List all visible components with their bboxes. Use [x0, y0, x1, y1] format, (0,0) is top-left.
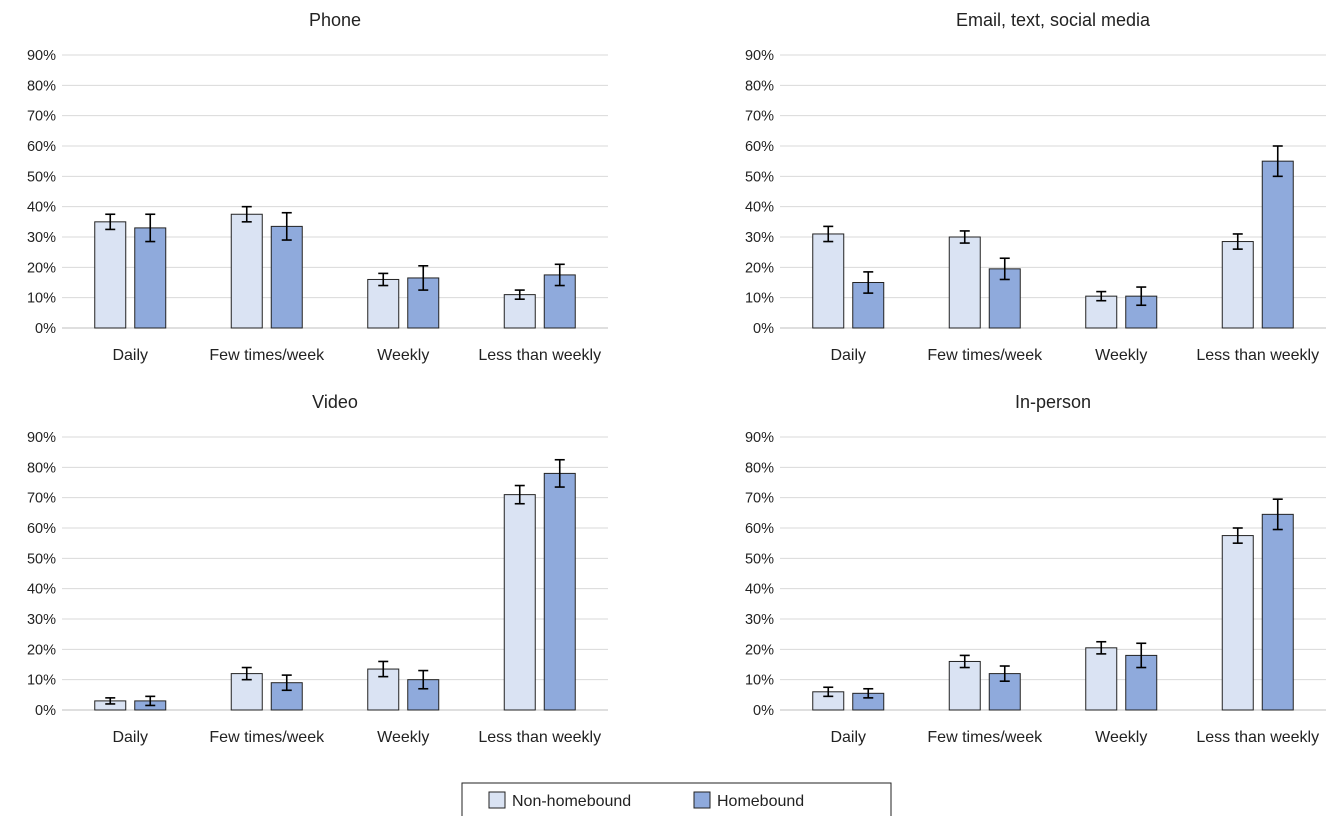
y-tick-label: 80%: [745, 460, 774, 476]
y-tick-label: 20%: [745, 260, 774, 276]
x-category-label: Less than weekly: [1196, 347, 1319, 364]
bar-non-homebound: [948, 660, 981, 711]
x-category-label: Less than weekly: [478, 347, 601, 364]
x-category-label: Few times/week: [209, 347, 325, 364]
y-tick-label: 60%: [745, 139, 774, 155]
legend-label-non-homebound: Non-homebound: [512, 793, 631, 810]
y-tick-label: 60%: [27, 139, 56, 155]
y-tick-label: 50%: [27, 169, 56, 185]
x-category-label: Less than weekly: [1196, 729, 1319, 746]
bar-homebound: [1261, 160, 1294, 329]
y-tick-label: 60%: [27, 521, 56, 537]
x-category-label: Daily: [830, 347, 866, 364]
y-tick-label: 10%: [745, 673, 774, 689]
chart-panel-phone: 0% 10% 20% 30% 40% 50% 60% 70% 80% 90% Phone Daily F…: [27, 10, 608, 364]
y-tick-label: 10%: [745, 291, 774, 307]
x-category-label: Daily: [112, 729, 148, 746]
chart-title: Video: [312, 392, 358, 412]
chart-title: Email, text, social media: [956, 10, 1151, 30]
y-tick-label: 10%: [27, 673, 56, 689]
y-tick-label: 0%: [35, 321, 56, 337]
x-category-label: Few times/week: [927, 729, 1043, 746]
y-tick-label: 30%: [745, 230, 774, 246]
legend: Non-homebound Homebound: [461, 782, 892, 816]
bar-non-homebound: [230, 213, 263, 329]
y-tick-label: 80%: [27, 78, 56, 94]
y-tick-label: 90%: [27, 430, 56, 446]
y-tick-label: 40%: [745, 582, 774, 598]
y-tick-label: 70%: [27, 491, 56, 507]
y-tick-label: 10%: [27, 291, 56, 307]
y-tick-label: 20%: [27, 260, 56, 276]
y-tick-label: 30%: [27, 612, 56, 628]
bar-non-homebound: [94, 221, 127, 329]
legend-swatch-homebound: [693, 791, 711, 809]
bar-non-homebound: [367, 278, 400, 329]
y-tick-label: 90%: [745, 48, 774, 64]
chart-panel-in-person: 0% 10% 20% 30% 40% 50% 60% 70% 80% 90% In-person Da…: [745, 392, 1326, 746]
bar-homebound: [543, 472, 576, 711]
x-category-label: Weekly: [1095, 347, 1147, 364]
bar-non-homebound: [1221, 535, 1254, 711]
y-tick-label: 40%: [27, 582, 56, 598]
legend-label-homebound: Homebound: [717, 793, 804, 810]
bar-non-homebound: [1221, 241, 1254, 329]
legend-swatch-non-homebound: [488, 791, 506, 809]
y-tick-label: 50%: [27, 551, 56, 567]
y-tick-label: 70%: [745, 491, 774, 507]
chart-title: In-person: [1015, 392, 1091, 412]
y-tick-label: 30%: [27, 230, 56, 246]
x-category-label: Less than weekly: [478, 729, 601, 746]
y-tick-label: 30%: [745, 612, 774, 628]
x-category-label: Few times/week: [927, 347, 1043, 364]
y-tick-label: 90%: [745, 430, 774, 446]
x-category-label: Daily: [830, 729, 866, 746]
x-category-label: Weekly: [377, 729, 429, 746]
bar-non-homebound: [1085, 647, 1118, 711]
y-tick-label: 0%: [753, 321, 774, 337]
y-tick-label: 40%: [745, 200, 774, 216]
bar-homebound: [134, 227, 167, 329]
y-tick-label: 70%: [745, 109, 774, 125]
y-tick-label: 0%: [753, 703, 774, 719]
y-tick-label: 20%: [745, 642, 774, 658]
bar-non-homebound: [948, 236, 981, 329]
bar-non-homebound: [503, 494, 536, 711]
y-tick-label: 90%: [27, 48, 56, 64]
x-category-label: Few times/week: [209, 729, 325, 746]
y-tick-label: 70%: [27, 109, 56, 125]
chart-panel-video: 0% 10% 20% 30% 40% 50% 60% 70% 80% 90% Video Daily F…: [27, 392, 608, 746]
x-category-label: Daily: [112, 347, 148, 364]
y-tick-label: 20%: [27, 642, 56, 658]
chart-panel-email-text-social-media: 0% 10% 20% 30% 40% 50% 60% 70% 80% 90% Email, text…: [745, 10, 1326, 364]
x-category-label: Weekly: [377, 347, 429, 364]
bar-homebound: [1261, 513, 1294, 711]
legend-frame: [461, 782, 892, 816]
bar-homebound: [270, 225, 303, 329]
y-tick-label: 60%: [745, 521, 774, 537]
chart-title: Phone: [309, 10, 361, 30]
y-tick-label: 80%: [745, 78, 774, 94]
y-tick-label: 0%: [35, 703, 56, 719]
y-tick-label: 50%: [745, 169, 774, 185]
x-category-label: Weekly: [1095, 729, 1147, 746]
y-tick-label: 40%: [27, 200, 56, 216]
bar-non-homebound: [812, 233, 845, 329]
y-tick-label: 50%: [745, 551, 774, 567]
y-tick-label: 80%: [27, 460, 56, 476]
bar-non-homebound: [503, 294, 536, 329]
